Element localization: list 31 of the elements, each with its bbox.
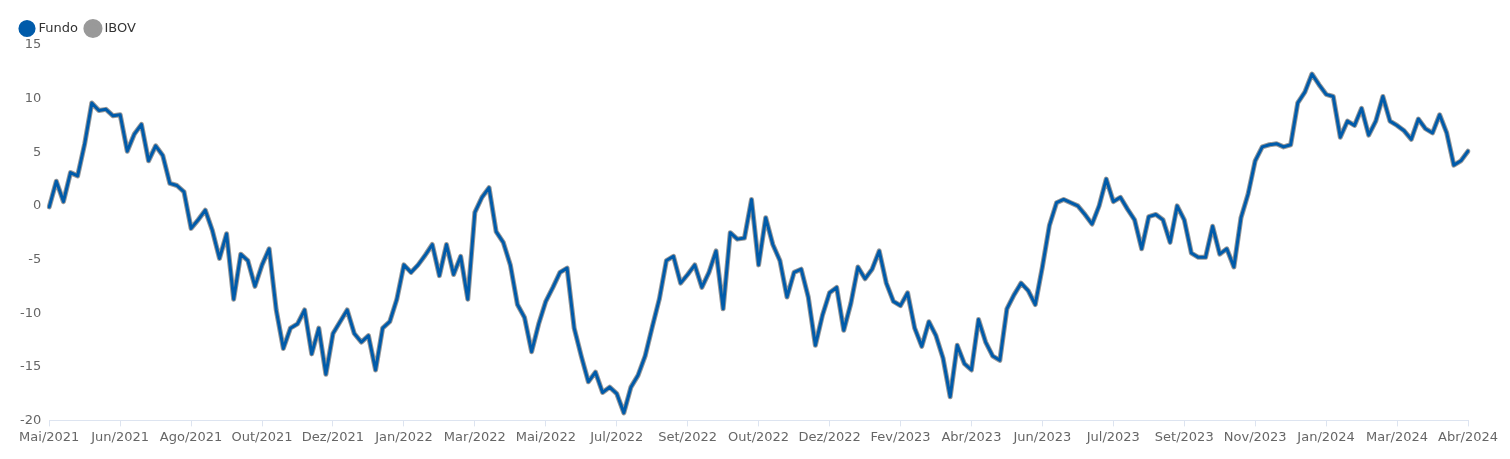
x-tick-label: Set/2022 [658, 428, 718, 444]
x-tick-label: Mai/2021 [19, 428, 80, 444]
legend-label: IBOV [104, 19, 136, 35]
x-tick-label: Jul/2022 [589, 428, 644, 444]
x-tick-label: Jun/2021 [90, 428, 150, 444]
y-tick-label: 10 [24, 90, 42, 105]
x-tick-label: Jan/2024 [1296, 428, 1355, 444]
x-tick-label: Jun/2023 [1012, 428, 1072, 444]
x-tick-label: Jul/2023 [1085, 428, 1140, 444]
x-tick-label: Mai/2022 [515, 428, 576, 444]
x-tick-label: Abr/2023 [941, 428, 1002, 444]
x-tick-label: Mar/2024 [1366, 428, 1429, 444]
x-tick-label: Dez/2021 [301, 428, 365, 444]
x-tick-label: Fev/2023 [870, 428, 931, 444]
y-tick-label: -20 [20, 411, 42, 427]
y-tick-label: 0 [32, 197, 42, 213]
x-tick-label: Out/2022 [728, 428, 790, 444]
x-tick-label: Mar/2022 [443, 428, 506, 444]
x-tick-label: Ago/2021 [159, 428, 223, 444]
y-tick-label: -15 [20, 358, 42, 374]
y-tick-label: -5 [28, 250, 42, 266]
x-tick-label: Nov/2023 [1223, 428, 1287, 444]
y-tick-label: 15 [24, 36, 42, 52]
y-tick-label: -10 [20, 304, 42, 320]
x-tick-label: Dez/2022 [798, 428, 861, 444]
x-tick-label: Jan/2022 [374, 428, 433, 444]
legend-label: Fundo [38, 19, 78, 35]
y-tick-label: 5 [32, 143, 42, 159]
x-tick-label: Set/2023 [1154, 428, 1214, 444]
x-tick-label: Out/2021 [231, 428, 293, 444]
x-tick-label: Abr/2024 [1438, 428, 1498, 444]
